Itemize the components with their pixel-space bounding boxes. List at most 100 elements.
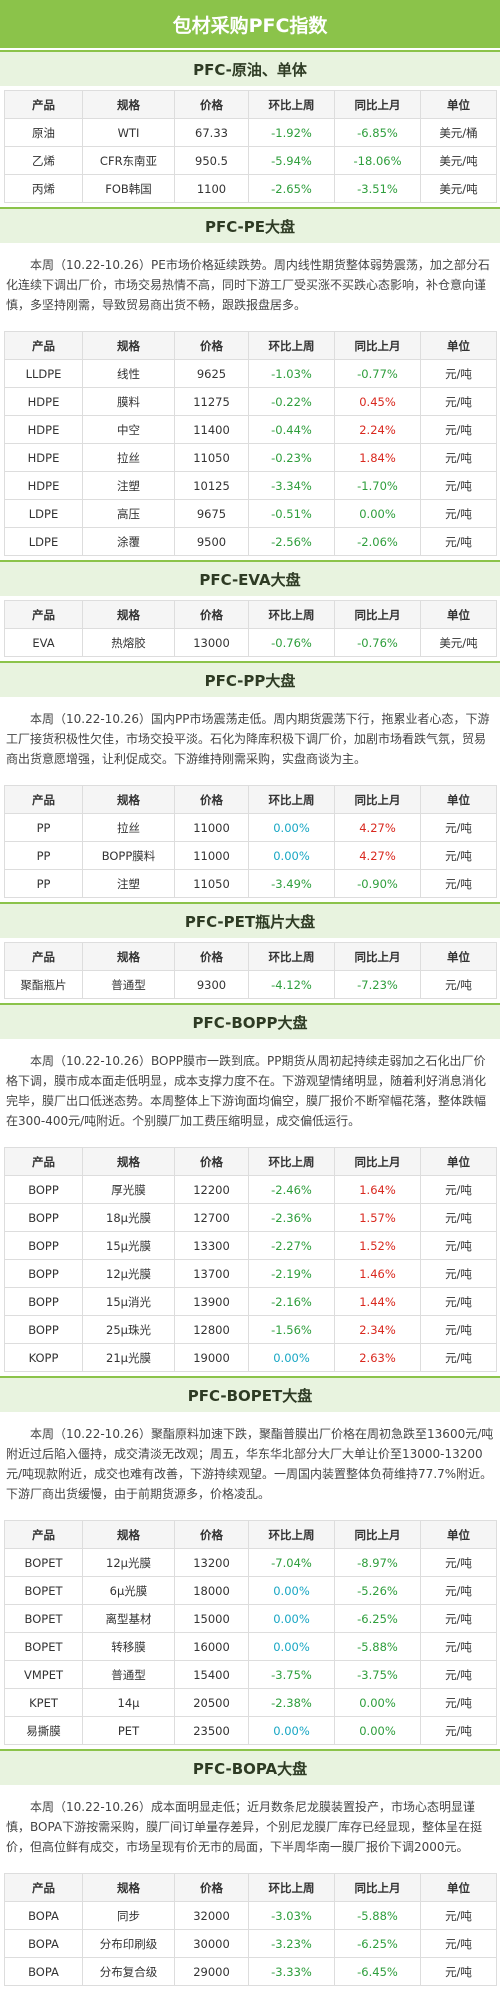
cell: 普通型 xyxy=(82,1660,175,1689)
column-header: 产品 xyxy=(4,1147,83,1176)
cell: 拉丝 xyxy=(82,813,175,842)
cell: 元/吨 xyxy=(420,443,497,472)
cell: BOPP xyxy=(4,1287,83,1316)
cell: -5.94% xyxy=(248,146,335,175)
column-header: 规格 xyxy=(82,90,175,119)
data-row: BOPP 25μ珠光 12800 -1.56% 2.34% 元/吨 xyxy=(4,1315,497,1344)
column-header: 价格 xyxy=(174,331,249,360)
data-row: KOPP 21μ光膜 19000 0.00% 2.63% 元/吨 xyxy=(4,1343,497,1372)
data-row: PP 注塑 11050 -3.49% -0.90% 元/吨 xyxy=(4,869,497,898)
cell: -7.04% xyxy=(248,1548,335,1577)
header-row: 产品 规格 价格 环比上周 同比上月 单位 xyxy=(4,1873,497,1902)
column-header: 同比上月 xyxy=(334,331,421,360)
column-header: 单位 xyxy=(420,1873,497,1902)
data-row: LDPE 高压 9675 -0.51% 0.00% 元/吨 xyxy=(4,499,497,528)
cell: BOPA xyxy=(4,1901,83,1930)
column-header: 产品 xyxy=(4,942,83,971)
cell: 23500 xyxy=(174,1716,249,1745)
data-row: BOPA 分布印刷级 30000 -3.23% -6.25% 元/吨 xyxy=(4,1929,497,1958)
cell: 美元/吨 xyxy=(420,146,497,175)
column-header: 产品 xyxy=(4,331,83,360)
data-row: BOPET 转移膜 16000 0.00% -5.88% 元/吨 xyxy=(4,1632,497,1661)
data-row: BOPP 18μ光膜 12700 -2.36% 1.57% 元/吨 xyxy=(4,1203,497,1232)
cell: 元/吨 xyxy=(420,1343,497,1372)
cell: 29000 xyxy=(174,1957,249,1986)
section-title: PFC-BOPA大盘 xyxy=(0,1749,500,1785)
cell: LLDPE xyxy=(4,359,83,388)
section-title: PFC-PE大盘 xyxy=(0,207,500,243)
column-header: 产品 xyxy=(4,1520,83,1549)
cell: HDPE xyxy=(4,443,83,472)
column-header: 环比上周 xyxy=(248,1147,335,1176)
cell: WTI xyxy=(82,118,175,147)
column-header: 单位 xyxy=(420,90,497,119)
column-header: 价格 xyxy=(174,90,249,119)
cell: CFR东南亚 xyxy=(82,146,175,175)
price-table: 产品 规格 价格 环比上周 同比上月 单位 BOPP 厚光膜 12200 -2.46% 1.64% 元… xyxy=(4,1147,497,1372)
cell: -1.03% xyxy=(248,359,335,388)
cell: 67.33 xyxy=(174,118,249,147)
cell: 注塑 xyxy=(82,869,175,898)
cell: 元/吨 xyxy=(420,387,497,416)
cell: 注塑 xyxy=(82,471,175,500)
cell: 涂覆 xyxy=(82,527,175,556)
cell: -5.88% xyxy=(334,1901,421,1930)
cell: 11000 xyxy=(174,813,249,842)
cell: 25μ珠光 xyxy=(82,1315,175,1344)
section-title: PFC-PP大盘 xyxy=(0,661,500,697)
cell: 离型基材 xyxy=(82,1604,175,1633)
cell: -2.06% xyxy=(334,527,421,556)
cell: 丙烯 xyxy=(4,174,83,203)
cell: 19000 xyxy=(174,1343,249,1372)
section-title: PFC-原油、单体 xyxy=(0,50,500,86)
column-header: 价格 xyxy=(174,942,249,971)
cell: PP xyxy=(4,841,83,870)
data-row: BOPP 12μ光膜 13700 -2.19% 1.46% 元/吨 xyxy=(4,1259,497,1288)
cell: 10125 xyxy=(174,471,249,500)
cell: EVA xyxy=(4,628,83,657)
price-table: 产品 规格 价格 环比上周 同比上月 单位 原油 WTI 67.33 -1.92% -6.85% 美元… xyxy=(4,90,497,203)
cell: 13000 xyxy=(174,628,249,657)
cell: -2.65% xyxy=(248,174,335,203)
cell: -0.23% xyxy=(248,443,335,472)
column-header: 环比上周 xyxy=(248,1873,335,1902)
section-title: PFC-BOPP大盘 xyxy=(0,1003,500,1039)
cell: 元/吨 xyxy=(420,1287,497,1316)
cell: -3.33% xyxy=(248,1957,335,1986)
cell: 11050 xyxy=(174,869,249,898)
column-header: 环比上周 xyxy=(248,331,335,360)
cell: 中空 xyxy=(82,415,175,444)
cell: 乙烯 xyxy=(4,146,83,175)
cell: -5.88% xyxy=(334,1632,421,1661)
cell: 元/吨 xyxy=(420,841,497,870)
cell: 元/吨 xyxy=(420,1259,497,1288)
section-title: PFC-PET瓶片大盘 xyxy=(0,902,500,938)
cell: 0.00% xyxy=(248,1632,335,1661)
price-table: 产品 规格 价格 环比上周 同比上月 单位 BOPA 同步 32000 -3.03% -5.88% 元… xyxy=(4,1873,497,1986)
cell: 1.84% xyxy=(334,443,421,472)
header-row: 产品 规格 价格 环比上周 同比上月 单位 xyxy=(4,331,497,360)
cell: PP xyxy=(4,869,83,898)
cell: 13300 xyxy=(174,1231,249,1260)
cell: 11275 xyxy=(174,387,249,416)
cell: 9300 xyxy=(174,970,249,999)
cell: BOPP xyxy=(4,1175,83,1204)
column-header: 规格 xyxy=(82,942,175,971)
column-header: 价格 xyxy=(174,1147,249,1176)
cell: 15μ光膜 xyxy=(82,1231,175,1260)
cell: 0.00% xyxy=(248,813,335,842)
section-paragraph: 本周（10.22-10.26）聚酯原料加速下跌，聚酯普膜出厂价格在周初急跌至13… xyxy=(6,1427,494,1501)
cell: -3.51% xyxy=(334,174,421,203)
cell: 元/吨 xyxy=(420,813,497,842)
cell: 0.00% xyxy=(334,1716,421,1745)
column-header: 规格 xyxy=(82,1520,175,1549)
cell: 2.63% xyxy=(334,1343,421,1372)
cell: -2.46% xyxy=(248,1175,335,1204)
cell: 13900 xyxy=(174,1287,249,1316)
cell: 元/吨 xyxy=(420,1175,497,1204)
cell: 0.00% xyxy=(248,1716,335,1745)
cell: KPET xyxy=(4,1688,83,1717)
data-row: BOPA 分布复合级 29000 -3.33% -6.45% 元/吨 xyxy=(4,1957,497,1986)
cell: LDPE xyxy=(4,499,83,528)
